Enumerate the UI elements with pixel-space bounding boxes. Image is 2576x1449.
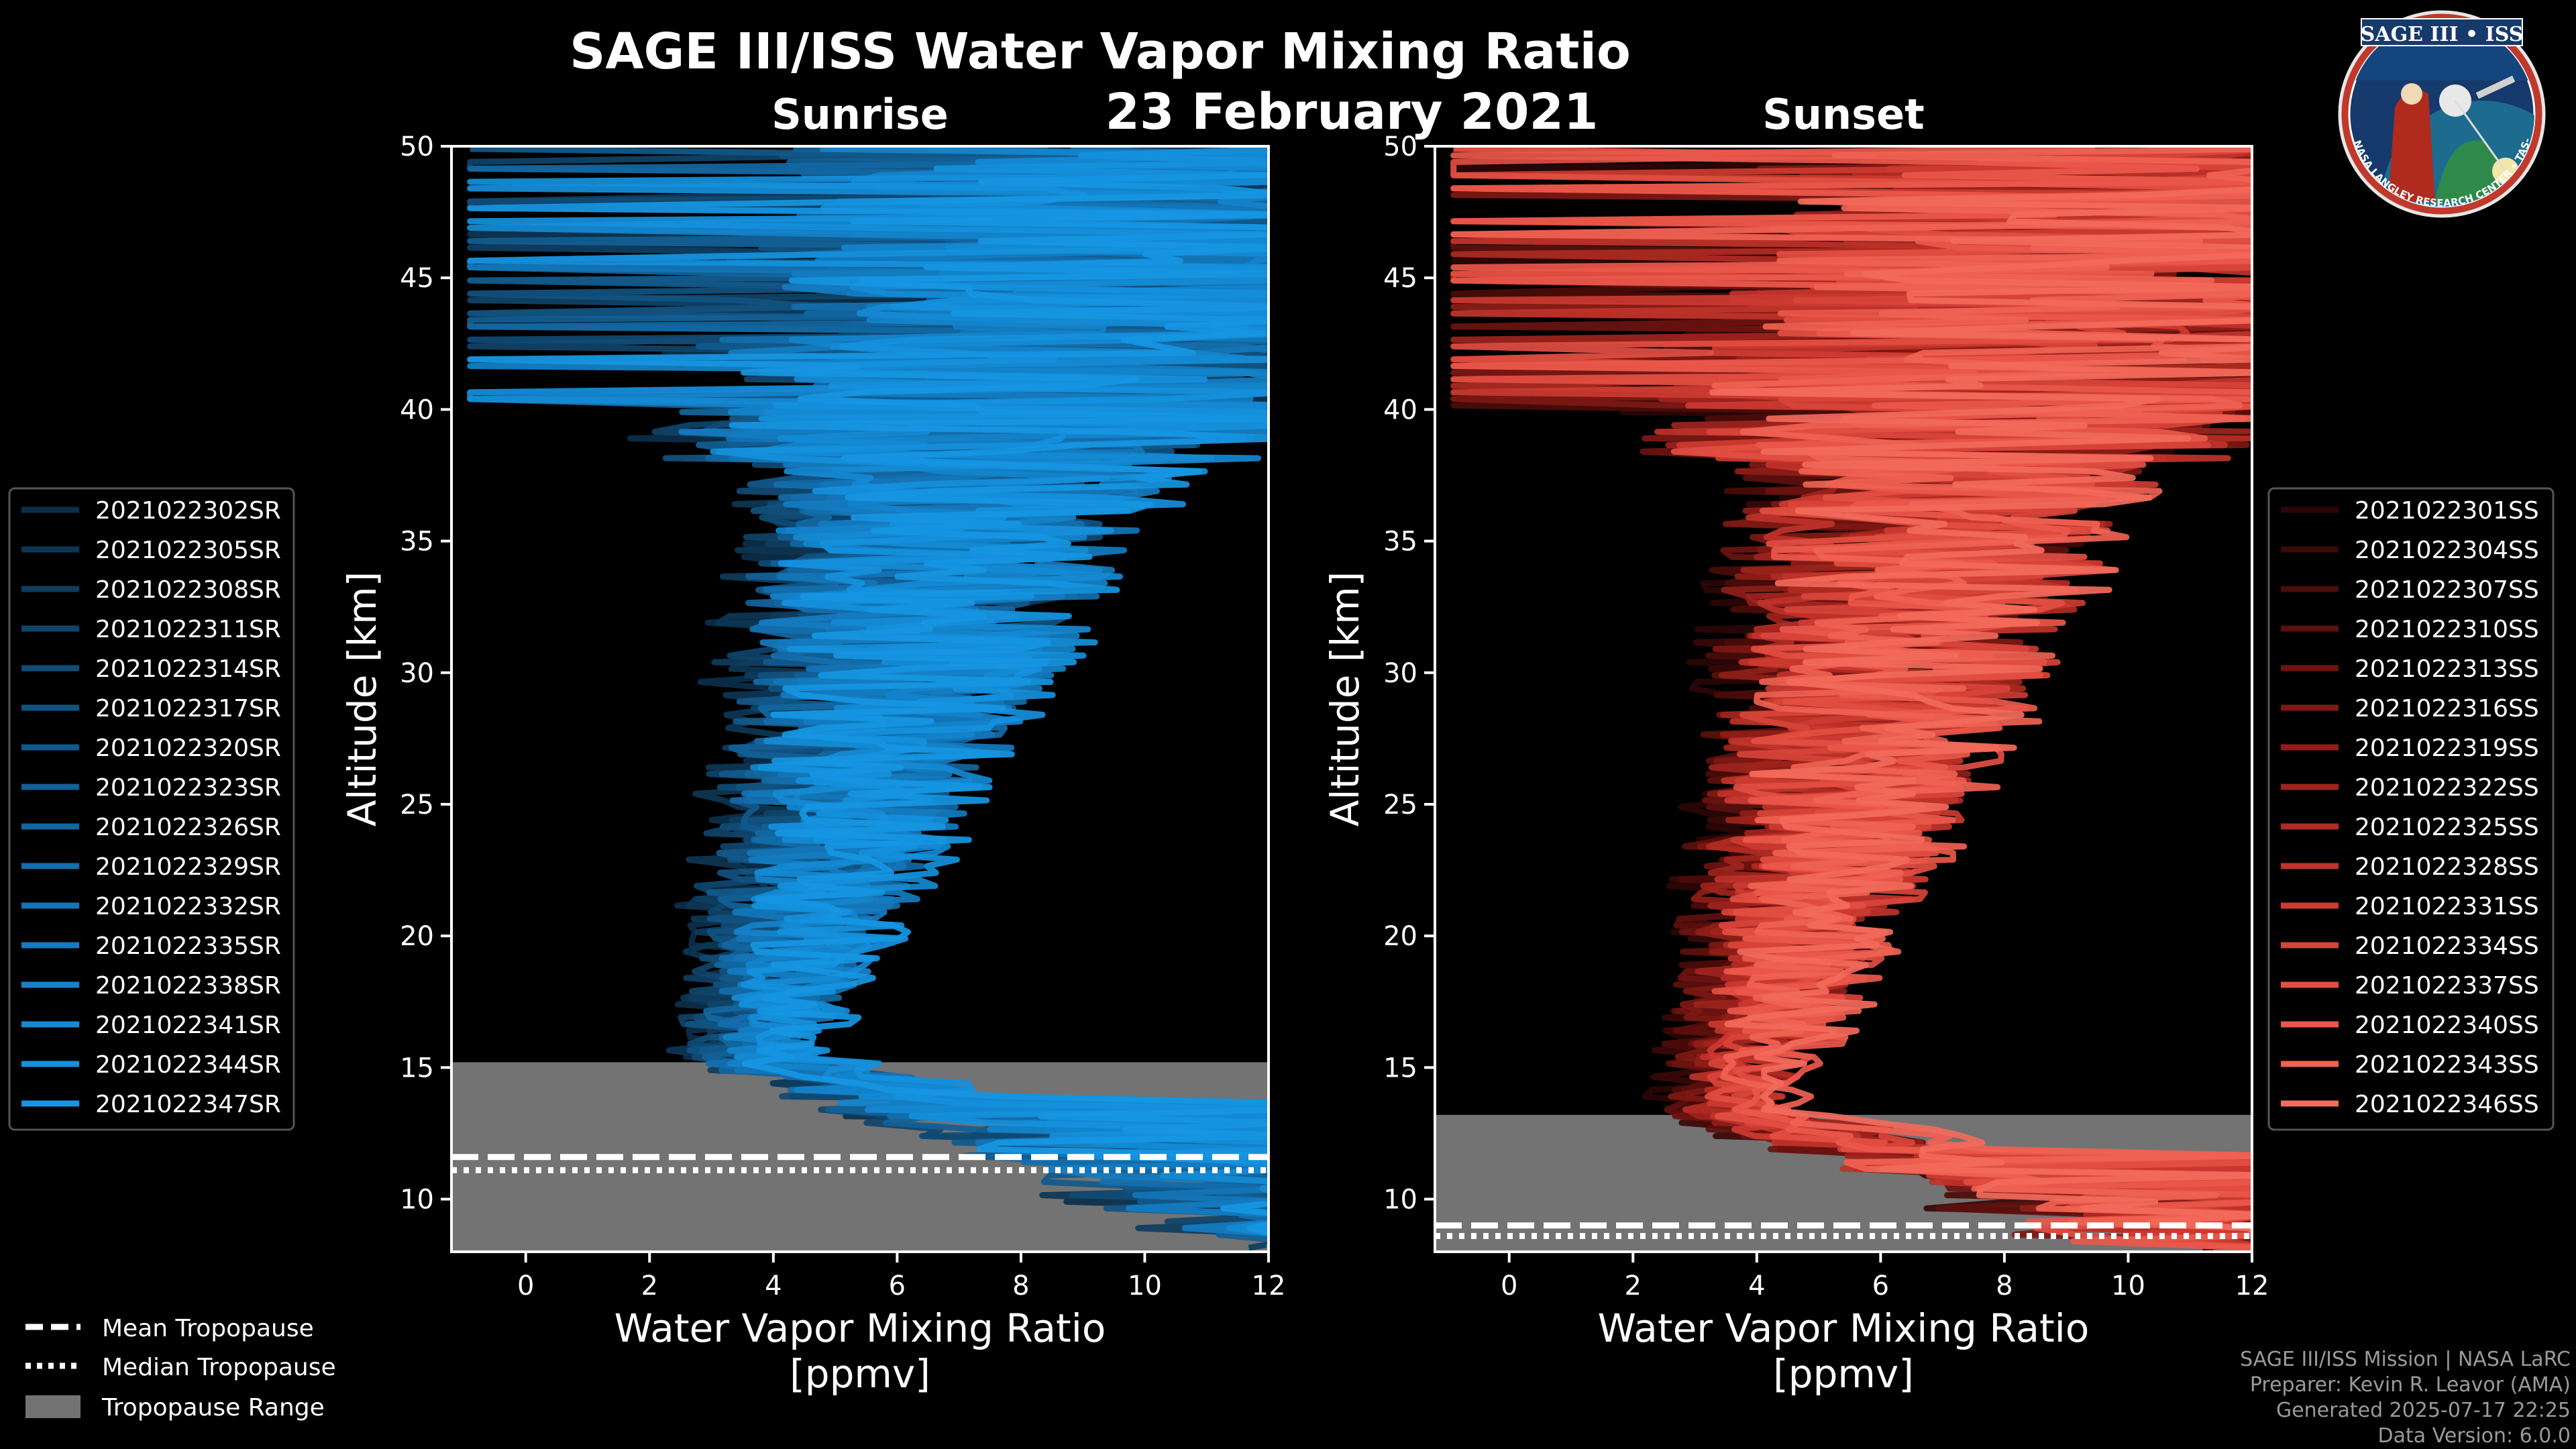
- sunrise-xtick-label: 0: [517, 1271, 534, 1301]
- sunrise-ytick-label: 20: [400, 921, 434, 952]
- chart-title: SAGE III/ISS Water Vapor Mixing Ratio: [570, 23, 1631, 80]
- sunrise-legend-label: 2021022332SR: [95, 893, 281, 920]
- sunset-ytick-label: 15: [1383, 1053, 1417, 1083]
- sunrise-xlabel-units: [ppmv]: [790, 1351, 930, 1397]
- sunrise-legend-label: 2021022317SR: [95, 695, 281, 722]
- sunset-legend-label: 2021022301SS: [2355, 497, 2539, 525]
- legend-range-label: Tropopause Range: [101, 1394, 325, 1421]
- sunrise-legend-label: 2021022308SR: [95, 576, 281, 604]
- sunrise-legend-label: 2021022335SR: [95, 932, 281, 960]
- sunset-xtick-label: 10: [2111, 1271, 2145, 1301]
- sunrise-xlabel: Water Vapor Mixing Ratio: [614, 1305, 1106, 1351]
- sunset-xtick-label: 6: [1872, 1271, 1889, 1301]
- sunrise-legend-label: 2021022311SR: [95, 616, 281, 643]
- sunset-legend-label: 2021022325SS: [2355, 814, 2539, 841]
- sunrise-ytick-label: 30: [400, 658, 434, 689]
- sunrise-ytick-label: 40: [400, 394, 434, 425]
- sunrise-ylabel: Altitude [km]: [339, 572, 385, 826]
- sunset-xtick-label: 12: [2235, 1271, 2269, 1301]
- sunrise-profile-line-2021022344SR: [467, 146, 1269, 1237]
- sunrise-xtick-label: 12: [1252, 1271, 1286, 1301]
- sunset-legend-label: 2021022322SS: [2355, 774, 2539, 802]
- sunrise-ytick-label: 45: [400, 263, 434, 294]
- sunrise-ytick-label: 35: [400, 527, 434, 557]
- sunset-ytick-label: 25: [1383, 790, 1417, 820]
- sunset-xtick-label: 2: [1625, 1271, 1642, 1301]
- sunrise-legend-label: 2021022338SR: [95, 972, 281, 1000]
- legend-median-label: Median Tropopause: [102, 1354, 336, 1381]
- sunset-legend-label: 2021022328SS: [2355, 853, 2539, 881]
- sunrise-xtick-label: 10: [1128, 1271, 1162, 1301]
- sunset-xtick-label: 4: [1748, 1271, 1765, 1301]
- sunrise-legend-label: 2021022347SR: [95, 1091, 281, 1118]
- sunset-xtick-label: 8: [1996, 1271, 2012, 1301]
- sunrise-ytick-label: 50: [400, 131, 434, 162]
- tropopause-legend: Mean Tropopause Median Tropopause Tropop…: [25, 1315, 336, 1421]
- credits: SAGE III/ISS Mission | NASA LaRC Prepare…: [2240, 1348, 2571, 1448]
- sunset-legend-label: 2021022310SS: [2355, 616, 2539, 643]
- panel-title-sunrise: Sunrise: [771, 90, 949, 139]
- sunset-legend: 2021022301SS 2021022304SS 2021022307SS 2021…: [2267, 487, 2555, 1131]
- credit-preparer: Preparer: Kevin R. Leavor (AMA): [2250, 1373, 2571, 1397]
- sunset-xlabel: Water Vapor Mixing Ratio: [1598, 1305, 2090, 1351]
- sunset-legend-label: 2021022343SS: [2355, 1051, 2539, 1079]
- sunset-profile-line-2021022346SS: [1709, 186, 2252, 1233]
- sunrise-ytick-label: 25: [400, 790, 434, 820]
- logo-title: SAGE III • ISS: [2361, 23, 2524, 46]
- credit-generated: Generated 2025-07-17 22:25: [2276, 1399, 2571, 1422]
- panel-title-sunset: Sunset: [1762, 90, 1925, 139]
- sunset-panel: 0 2 4 6 8 10 12 10 15 20 25 30 35 40 45 50 Water Vapor …: [1322, 131, 2269, 1397]
- sunrise-legend-label: 2021022341SR: [95, 1012, 281, 1039]
- sunrise-legend-label: 2021022302SR: [95, 497, 281, 525]
- logo-station-icon: [2475, 75, 2516, 99]
- sunrise-xtick-label: 4: [765, 1271, 782, 1301]
- sunrise-xtick-label: 6: [889, 1271, 906, 1301]
- sunset-xtick-label: 0: [1501, 1271, 1517, 1301]
- sunset-legend-label: 2021022337SS: [2355, 972, 2539, 1000]
- sunset-ytick-label: 50: [1383, 131, 1417, 162]
- sunrise-legend-label: 2021022320SR: [95, 735, 281, 762]
- sunset-ytick-label: 20: [1383, 921, 1417, 952]
- sunset-ytick-label: 45: [1383, 263, 1417, 294]
- sunrise-legend-label: 2021022329SR: [95, 853, 281, 881]
- sunset-legend-label: 2021022346SS: [2355, 1091, 2539, 1118]
- legend-mean-label: Mean Tropopause: [102, 1315, 314, 1342]
- sunset-ytick-label: 35: [1383, 527, 1417, 557]
- sunset-legend-label: 2021022304SS: [2355, 537, 2539, 564]
- sunset-profile-line-2021022343SS: [1450, 146, 2252, 1232]
- sunset-legend-label: 2021022307SS: [2355, 576, 2539, 604]
- sunset-ytick-label: 10: [1383, 1185, 1417, 1216]
- sunrise-legend-label: 2021022344SR: [95, 1051, 281, 1079]
- credit-mission: SAGE III/ISS Mission | NASA LaRC: [2240, 1348, 2571, 1371]
- sunrise-legend-label: 2021022326SR: [95, 814, 281, 841]
- sunrise-plot-frame: [450, 145, 1270, 1253]
- sunrise-legend-label: 2021022323SR: [95, 774, 281, 802]
- sunset-ytick-label: 40: [1383, 394, 1417, 425]
- sunset-xlabel-units: [ppmv]: [1773, 1351, 1914, 1397]
- sunrise-legend: 2021022302SR 2021022305SR 2021022308SR 2021…: [8, 487, 295, 1131]
- sunset-legend-label: 2021022334SS: [2355, 932, 2539, 960]
- sunrise-ytick-label: 15: [400, 1053, 434, 1083]
- sunset-legend-label: 2021022313SS: [2355, 655, 2539, 683]
- sunrise-xtick-label: 2: [641, 1271, 658, 1301]
- sunrise-legend-label: 2021022305SR: [95, 537, 281, 564]
- sunrise-panel: 0 2 4 6 8 10 12 10 15 20 25 30 35 40 45 50 Water Vapor …: [339, 131, 1286, 1397]
- sunset-ylabel: Altitude [km]: [1322, 572, 1368, 826]
- sunrise-legend-label: 2021022314SR: [95, 655, 281, 683]
- sunset-legend-label: 2021022319SS: [2355, 735, 2539, 762]
- sunset-legend-label: 2021022316SS: [2355, 695, 2539, 722]
- sunrise-ytick-label: 10: [400, 1185, 434, 1216]
- credit-data-version: Data Version: 6.0.0: [2378, 1424, 2571, 1448]
- sunset-ytick-label: 30: [1383, 658, 1417, 689]
- sunset-legend-label: 2021022340SS: [2355, 1012, 2539, 1039]
- chart-date: 23 February 2021: [1105, 83, 1598, 141]
- sunset-plot-frame: [1434, 145, 2253, 1253]
- sunrise-xtick-label: 8: [1012, 1271, 1029, 1301]
- sunset-legend-label: 2021022331SS: [2355, 893, 2539, 920]
- legend-range-swatch: [25, 1395, 80, 1418]
- logo-figure-icon: [2388, 89, 2435, 201]
- sunrise-profile-line-2021022347SR: [467, 171, 1269, 1235]
